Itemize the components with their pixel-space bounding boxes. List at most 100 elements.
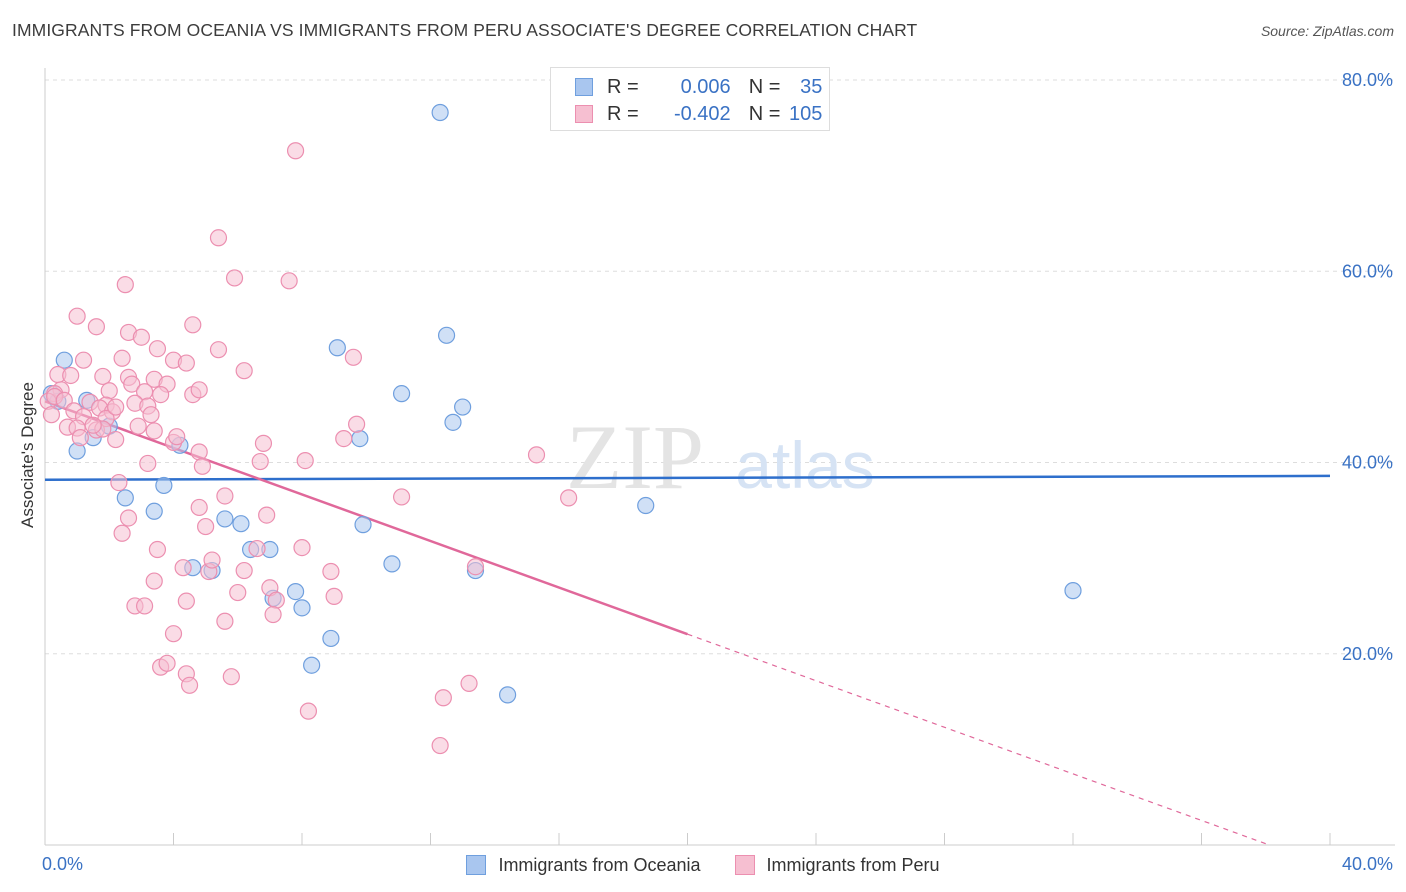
data-point-peru xyxy=(434,689,452,707)
data-point-peru xyxy=(267,591,285,609)
data-point-peru xyxy=(197,517,215,536)
data-point-peru xyxy=(293,539,311,557)
correlation-legend: R = 0.006 N = 35 R = -0.402 N = 105 xyxy=(550,67,830,131)
data-point-peru xyxy=(216,612,234,630)
legend-r-value-peru: -0.402 xyxy=(673,102,731,125)
legend-r-label: R = xyxy=(607,102,639,125)
legend-r-label: R = xyxy=(607,75,639,98)
data-point-oceania xyxy=(437,326,456,344)
tick-labels: 20.0% 40.0% 60.0% 80.0% 0.0% 40.0% xyxy=(42,70,1393,874)
data-point-peru xyxy=(466,558,485,576)
data-point-oceania xyxy=(55,351,73,369)
data-point-peru xyxy=(87,318,106,336)
data-point-peru xyxy=(42,406,61,424)
data-point-peru xyxy=(184,316,202,334)
data-point-peru xyxy=(107,398,125,416)
data-point-peru xyxy=(110,473,128,492)
data-point-peru xyxy=(129,417,147,435)
legend-row-oceania: R = 0.006 N = 35 xyxy=(575,75,822,99)
y-tick-label: 40.0% xyxy=(1342,453,1393,473)
data-point-oceania xyxy=(431,103,449,122)
series-legend-peru[interactable]: Immigrants from Peru xyxy=(734,854,940,876)
data-point-oceania xyxy=(444,413,462,431)
data-point-peru xyxy=(560,489,578,507)
legend-r-value-oceania: 0.006 xyxy=(680,75,731,98)
legend-n-label: N = xyxy=(748,102,781,125)
data-point-oceania xyxy=(499,686,517,704)
data-point-oceania xyxy=(354,516,372,534)
data-point-peru xyxy=(145,572,163,590)
data-point-oceania xyxy=(351,429,369,448)
data-point-peru xyxy=(119,509,138,527)
data-point-oceania xyxy=(145,502,163,520)
data-point-peru xyxy=(258,506,276,524)
data-point-peru xyxy=(148,540,167,559)
data-point-oceania xyxy=(232,515,250,533)
data-point-peru xyxy=(193,457,212,475)
data-point-peru xyxy=(190,381,208,399)
x-tick-label-min: 0.0% xyxy=(42,854,83,874)
series-name-peru: Immigrants from Peru xyxy=(766,854,940,875)
watermark-zip: ZIP xyxy=(566,406,704,508)
y-tick-label: 20.0% xyxy=(1342,644,1393,664)
data-point-peru xyxy=(116,276,134,294)
data-point-peru xyxy=(145,422,163,440)
data-point-peru xyxy=(392,488,411,506)
data-point-peru xyxy=(254,434,273,452)
data-point-oceania xyxy=(303,656,321,674)
data-point-oceania xyxy=(155,476,173,495)
data-point-peru xyxy=(431,736,449,755)
chart-title: IMMIGRANTS FROM OCEANIA VS IMMIGRANTS FR… xyxy=(12,20,918,40)
data-point-peru xyxy=(235,561,253,580)
data-point-oceania xyxy=(286,582,305,601)
source-credit: Source: ZipAtlas.com xyxy=(1260,23,1394,39)
data-point-peru xyxy=(190,443,208,461)
data-point-peru xyxy=(190,498,208,517)
legend-row-peru: R = -0.402 N = 105 xyxy=(575,102,822,126)
data-point-peru xyxy=(209,341,228,359)
data-point-peru xyxy=(203,551,221,569)
data-point-peru xyxy=(325,587,343,605)
legend-n-value-oceania: 35 xyxy=(800,75,823,98)
watermark-atlas: atlas xyxy=(735,428,874,502)
data-point-peru xyxy=(335,429,353,448)
data-point-peru xyxy=(209,229,228,247)
legend-n-label: N = xyxy=(748,75,781,98)
legend-swatch-oceania xyxy=(575,78,593,96)
series-legend-oceania[interactable]: Immigrants from Oceania xyxy=(466,854,701,876)
data-point-oceania xyxy=(1064,582,1082,600)
data-point-peru xyxy=(296,451,314,470)
data-point-oceania xyxy=(637,496,655,515)
data-point-oceania xyxy=(454,398,472,416)
series-name-oceania: Immigrants from Oceania xyxy=(498,854,701,875)
data-point-peru xyxy=(164,625,183,643)
data-point-peru xyxy=(107,430,125,449)
data-point-peru xyxy=(225,269,244,287)
series-swatch-peru xyxy=(734,855,755,875)
axes xyxy=(44,68,1395,846)
series-swatch-oceania xyxy=(466,855,487,875)
data-point-oceania xyxy=(328,339,346,357)
data-point-oceania xyxy=(392,385,411,403)
data-point-peru xyxy=(100,382,118,400)
data-point-peru xyxy=(71,429,89,447)
data-point-peru xyxy=(248,539,266,558)
y-tick-label: 80.0% xyxy=(1342,70,1393,90)
trend-line-peru-extrapolated xyxy=(687,633,1270,846)
data-point-peru xyxy=(113,524,131,542)
data-point-peru xyxy=(348,415,366,433)
legend-n-value-peru: 105 xyxy=(789,102,823,125)
data-point-peru xyxy=(177,592,195,610)
data-point-peru xyxy=(142,406,160,424)
data-point-peru xyxy=(216,487,234,505)
data-point-peru xyxy=(135,597,154,615)
data-point-oceania xyxy=(293,599,311,617)
data-point-peru xyxy=(460,674,478,692)
data-point-peru xyxy=(299,702,318,720)
data-point-peru xyxy=(148,340,167,358)
data-point-peru xyxy=(222,668,240,686)
data-point-peru xyxy=(74,351,93,369)
y-tick-label: 60.0% xyxy=(1342,261,1393,281)
data-point-peru xyxy=(322,562,340,581)
data-point-peru xyxy=(168,428,186,446)
